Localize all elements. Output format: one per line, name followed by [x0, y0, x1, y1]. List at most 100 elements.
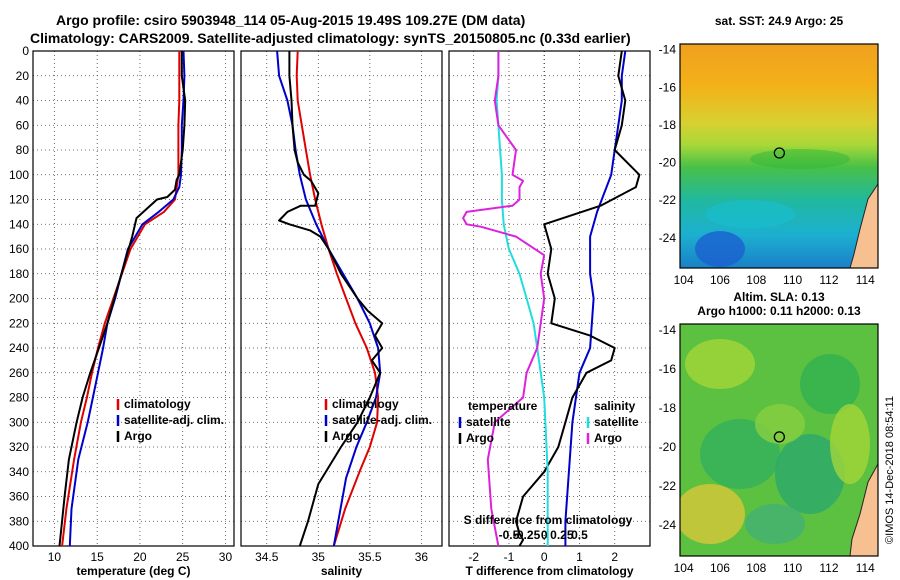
map-x-tick-label: 104: [674, 273, 694, 287]
map-y-tick-label: -14: [659, 323, 677, 337]
series-line-temperature-satellite: [564, 50, 627, 546]
series-line-climatology: [295, 50, 380, 547]
map-y-tick-label: -16: [659, 80, 677, 94]
y-tick-label: 380: [9, 514, 29, 528]
x-tick-label: 30: [219, 550, 233, 564]
legend-entry: climatology: [124, 397, 191, 411]
x-tick-label-secondary: 0.25: [550, 528, 574, 542]
sla-patch: [775, 434, 845, 514]
x-tick-label: 34.5: [255, 550, 279, 564]
y-tick-label: 240: [9, 341, 29, 355]
sla-patch: [830, 404, 870, 484]
map-y-tick-label: -18: [659, 118, 677, 132]
y-tick-label: 160: [9, 242, 29, 256]
series-line-satellite-adj-clim-: [68, 50, 186, 547]
series-line-salinity-satellite: [495, 51, 549, 546]
x-tick-label: 35.5: [358, 550, 382, 564]
plot-frames: [32, 50, 651, 547]
sla-map: [680, 324, 878, 556]
map-x-tick-label: 114: [856, 273, 875, 287]
y-tick-label: 180: [9, 267, 29, 281]
legend-entry: Argo: [332, 429, 360, 443]
y-tick-label: 100: [9, 168, 29, 182]
y-tick-label: 80: [16, 143, 30, 157]
map-y-tick-label: -22: [659, 479, 677, 493]
legend-entry: satellite-adj. clim.: [124, 413, 224, 427]
map-subtitle: Argo h1000: 0.11 h2000: 0.13: [697, 304, 861, 318]
x-tick-label: 0: [541, 550, 548, 564]
y-tick-label: 60: [16, 118, 30, 132]
x-tick-label-secondary: -0.5: [499, 528, 520, 542]
y-tick-label: 340: [9, 465, 29, 479]
legend-entry: satellite-adj. clim.: [332, 413, 432, 427]
map-x-tick-label: 110: [783, 273, 802, 287]
map-y-tick-label: -24: [659, 231, 677, 245]
sla-patch: [755, 404, 805, 444]
sst-patch: [750, 149, 850, 169]
x-axis-label: salinity: [321, 564, 363, 578]
map-x-tick-label: 110: [783, 561, 802, 575]
map-frame: [679, 323, 879, 557]
y-tick-label: 260: [9, 366, 29, 380]
panel-frame: [448, 50, 651, 547]
map-x-tick-label: 112: [819, 273, 838, 287]
map-title: Altim. SLA: 0.13: [733, 290, 825, 304]
x-tick-label: 25: [176, 550, 190, 564]
map-y-tick-label: -24: [659, 518, 677, 532]
figure-title-line2: Climatology: CARS2009. Satellite-adjuste…: [30, 30, 631, 46]
series-line-climatology: [61, 51, 181, 547]
map-title: sat. SST: 24.9 Argo: 25: [715, 14, 844, 28]
sst-map: [680, 44, 878, 268]
x-tick-label: -1: [504, 550, 515, 564]
legend-entry: climatology: [332, 397, 399, 411]
map-y-tick-label: -20: [659, 156, 677, 170]
sla-patch: [800, 354, 860, 414]
x-tick-label: 10: [48, 550, 62, 564]
map-x-tick-label: 114: [856, 561, 875, 575]
sla-patch: [745, 504, 805, 544]
y-tick-label: 120: [9, 193, 29, 207]
figure-title-line1: Argo profile: csiro 5903948_114 05-Aug-2…: [56, 12, 526, 28]
y-tick-label: 200: [9, 292, 29, 306]
map-x-tick-label: 112: [819, 561, 838, 575]
legend-entry: Argo: [466, 431, 494, 445]
legend-title-temperature: temperature: [468, 399, 538, 413]
sla-patch: [700, 419, 780, 489]
legend-title-salinity: salinity: [594, 399, 636, 413]
x-tick-label-secondary: 0.5: [571, 528, 588, 542]
y-tick-label: 0: [22, 44, 29, 58]
y-tick-label: 400: [9, 539, 29, 553]
map-x-tick-label: 104: [674, 561, 694, 575]
map-y-tick-label: -16: [659, 362, 677, 376]
series-line-argo: [58, 51, 187, 547]
watermark-text: ©IMOS 14-Dec-2018 08:54:11: [884, 396, 896, 544]
x-tick-label: 35: [312, 550, 326, 564]
map-y-tick-label: -14: [659, 43, 677, 57]
argo-position-marker: [773, 431, 786, 443]
sst-patch: [695, 231, 745, 267]
x-tick-label-secondary: 0: [541, 528, 548, 542]
sla-patch: [685, 339, 755, 389]
map-x-tick-label: 106: [710, 561, 730, 575]
panel-frame: [32, 50, 235, 547]
y-tick-label: 220: [9, 316, 29, 330]
map-x-tick-label: 108: [746, 273, 766, 287]
panel-frame: [240, 50, 443, 547]
argo-position-marker: [773, 147, 786, 159]
sla-patch: [680, 484, 745, 544]
y-tick-label: 360: [9, 490, 29, 504]
x-tick-label: 15: [90, 550, 104, 564]
legend-entry: Argo: [124, 429, 152, 443]
map-frame: [679, 43, 879, 269]
map-y-tick-label: -20: [659, 440, 677, 454]
land-mass: [849, 462, 878, 556]
series-line-argo: [278, 51, 384, 547]
x-tick-label: -2: [468, 550, 479, 564]
x-axis-label: T difference from climatology: [465, 564, 633, 578]
map-x-tick-label: 106: [710, 273, 730, 287]
y-tick-label: 320: [9, 440, 29, 454]
x-tick-label-secondary: -0.25: [513, 528, 541, 542]
legend-entry: Argo: [594, 431, 622, 445]
